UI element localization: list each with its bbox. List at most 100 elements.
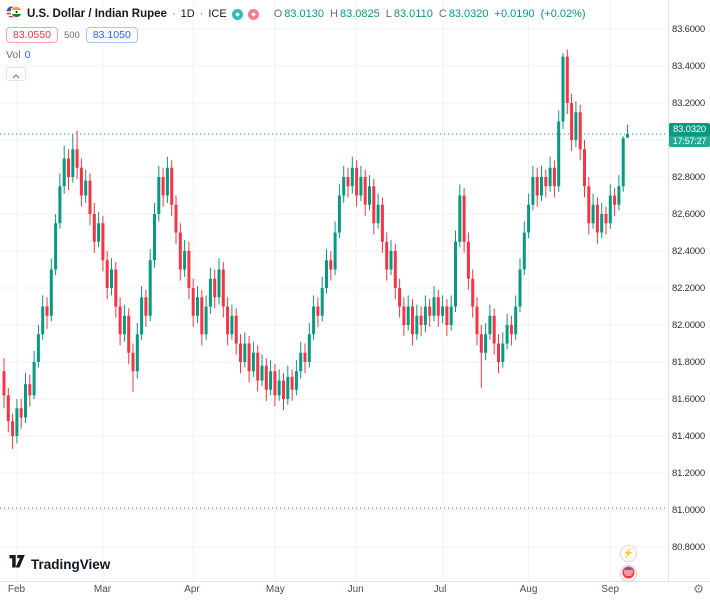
price-tick: 83.6000 bbox=[672, 24, 705, 35]
candle-body bbox=[269, 371, 273, 390]
candle-body bbox=[363, 177, 367, 205]
symbol-title[interactable]: U.S. Dollar / Indian Rupee bbox=[27, 8, 167, 20]
promo-button[interactable] bbox=[620, 565, 637, 582]
lightning-button[interactable]: ⚡ bbox=[620, 545, 637, 562]
candle-body bbox=[75, 149, 79, 168]
time-axis[interactable]: Feb Mar Apr May Jun Jul Aug Sep ⚙ bbox=[0, 581, 710, 600]
candle-body bbox=[290, 376, 294, 390]
open-label: O bbox=[273, 8, 283, 20]
promo-icon bbox=[622, 566, 635, 582]
candle-body bbox=[398, 288, 402, 307]
price-axis[interactable]: 83.6000 83.4000 83.2000 82.8000 82.6000 82.40… bbox=[668, 0, 710, 581]
candle-body bbox=[303, 352, 307, 362]
candle-body bbox=[256, 352, 260, 381]
candle-body bbox=[342, 177, 346, 196]
tradingview-logo-text: TradingView bbox=[31, 556, 111, 572]
candle-body bbox=[114, 269, 118, 307]
candle-body bbox=[535, 177, 539, 196]
candle-body bbox=[509, 325, 513, 335]
candle-body bbox=[299, 352, 303, 372]
candle-body bbox=[402, 306, 406, 325]
low-value: 83.0110 bbox=[393, 8, 433, 20]
month-label: Mar bbox=[93, 584, 112, 595]
price-tick: 82.6000 bbox=[672, 209, 705, 220]
candle-body bbox=[243, 343, 247, 362]
candlestick-chart[interactable] bbox=[0, 0, 668, 581]
candle-body bbox=[337, 195, 341, 233]
sell-button[interactable]: 83.0550 bbox=[6, 27, 58, 43]
candle-body bbox=[183, 251, 187, 270]
candle-body bbox=[67, 158, 70, 177]
lightning-icon: ⚡ bbox=[622, 548, 635, 558]
candle-body bbox=[608, 195, 612, 224]
candle-body bbox=[329, 260, 333, 270]
teal-dot-icon[interactable] bbox=[231, 8, 243, 20]
candle-body bbox=[574, 112, 578, 140]
candle-body bbox=[174, 204, 178, 233]
price-tick: 82.4000 bbox=[672, 246, 705, 257]
candle-body bbox=[19, 408, 23, 418]
month-label: Jun bbox=[347, 584, 364, 595]
price-tick: 83.2000 bbox=[672, 98, 705, 109]
high-value: 83.0825 bbox=[339, 8, 380, 20]
pair-flag-icon bbox=[6, 4, 23, 25]
candle-body bbox=[135, 334, 139, 372]
candle-body bbox=[282, 380, 285, 399]
month-label: Feb bbox=[7, 584, 26, 595]
candle-body bbox=[621, 138, 625, 187]
candle-body bbox=[449, 306, 453, 325]
candle-body bbox=[84, 180, 88, 196]
candle-body bbox=[393, 251, 397, 288]
candle-body bbox=[346, 177, 350, 187]
candle-body bbox=[264, 365, 268, 390]
candle-body bbox=[110, 269, 113, 288]
candle-body bbox=[234, 315, 238, 344]
candle-body bbox=[15, 408, 19, 436]
timeframe-label[interactable]: 1D bbox=[180, 8, 195, 20]
candle-body bbox=[540, 177, 543, 196]
candle-body bbox=[471, 278, 475, 307]
collapse-legend-button[interactable] bbox=[6, 67, 26, 81]
candle-body bbox=[148, 260, 152, 316]
candle-body bbox=[428, 306, 432, 316]
settings-button[interactable]: ⚙ bbox=[693, 582, 704, 596]
candle-body bbox=[286, 376, 290, 399]
candle-body bbox=[58, 186, 62, 224]
candle-body bbox=[208, 278, 212, 307]
pink-dot-icon[interactable] bbox=[247, 8, 259, 20]
candle-body bbox=[501, 343, 505, 362]
buy-button[interactable]: 83.1050 bbox=[85, 27, 138, 43]
price-tick: 80.8000 bbox=[672, 542, 705, 553]
open-value: 83.0130 bbox=[284, 8, 325, 20]
candle-body bbox=[565, 56, 569, 103]
tradingview-logo[interactable]: TradingView bbox=[8, 554, 110, 574]
candle-body bbox=[372, 186, 376, 224]
close-label: C bbox=[438, 8, 447, 20]
price-tick: 83.4000 bbox=[672, 61, 705, 72]
candle-body bbox=[325, 260, 328, 288]
candle-body bbox=[97, 223, 101, 242]
candle-body bbox=[277, 380, 281, 396]
candle-body bbox=[2, 371, 6, 396]
candle-body bbox=[531, 177, 535, 205]
exchange-label: ICE bbox=[208, 8, 227, 20]
candle-body bbox=[239, 343, 242, 362]
candle-body bbox=[217, 269, 221, 298]
candle-body bbox=[423, 306, 427, 325]
chevron-up-icon bbox=[12, 67, 20, 82]
candle-body bbox=[6, 395, 10, 422]
candle-body bbox=[200, 297, 204, 335]
candle-body bbox=[484, 334, 488, 353]
price-tick: 82.8000 bbox=[672, 172, 705, 183]
candle-body bbox=[419, 315, 423, 325]
candle-body bbox=[118, 306, 122, 335]
candle-body bbox=[161, 177, 165, 196]
candle-body bbox=[591, 204, 595, 224]
candle-body bbox=[11, 421, 15, 436]
candle-body bbox=[389, 251, 393, 270]
candle-body bbox=[613, 195, 617, 205]
month-label: Sep bbox=[601, 584, 620, 595]
candle-body bbox=[79, 167, 83, 196]
title-separator: · bbox=[199, 8, 204, 20]
